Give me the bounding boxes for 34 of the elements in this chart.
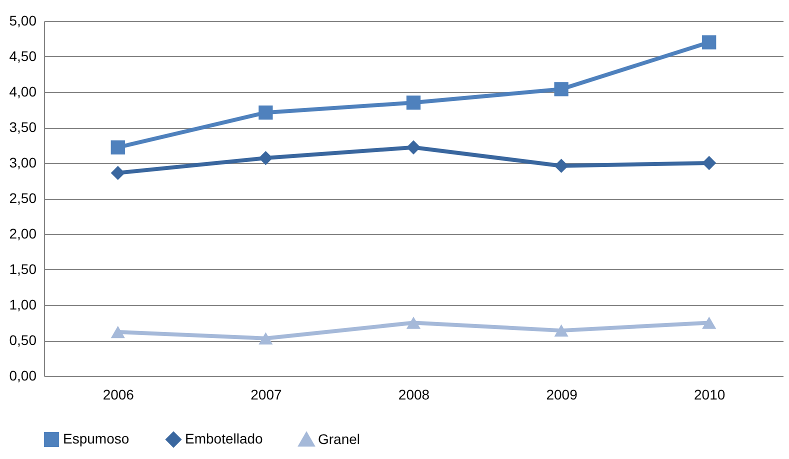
point (406, 96, 421, 110)
point (110, 326, 125, 338)
point (110, 166, 125, 180)
point (110, 140, 125, 154)
point (554, 324, 568, 337)
legend-label: Espumoso (63, 430, 130, 447)
point (554, 82, 568, 96)
point (258, 332, 273, 344)
point (406, 140, 421, 154)
x-tick-label: 2008 (398, 386, 430, 402)
y-tick-label: 0,00 (9, 368, 37, 384)
y-tick-label: 5,00 (9, 12, 37, 28)
x-tick-label: 2010 (694, 386, 726, 402)
point (702, 316, 716, 329)
point (702, 35, 716, 50)
x-tick-label: 2006 (102, 386, 134, 402)
x-tick-label: 2007 (250, 386, 282, 402)
y-tick-label: 0,50 (9, 332, 37, 348)
y-tick-label: 3,50 (9, 119, 37, 135)
point (258, 150, 273, 166)
point (554, 158, 568, 173)
legend-label: Granel (318, 430, 360, 447)
y-tick-label: 2,00 (9, 226, 37, 242)
point (702, 156, 716, 170)
y-tick-label: 1,50 (9, 261, 37, 277)
y-tick-label: 2,50 (9, 190, 37, 206)
point (406, 316, 421, 329)
y-tick-label: 1,00 (9, 296, 37, 312)
x-tick-label: 2009 (546, 386, 578, 402)
y-tick-label: 4,50 (9, 48, 37, 64)
point (258, 106, 273, 120)
y-tick-label: 3,00 (9, 154, 37, 170)
y-tick-label: 4,00 (9, 84, 37, 100)
legend-label: Embotellado (185, 430, 264, 447)
